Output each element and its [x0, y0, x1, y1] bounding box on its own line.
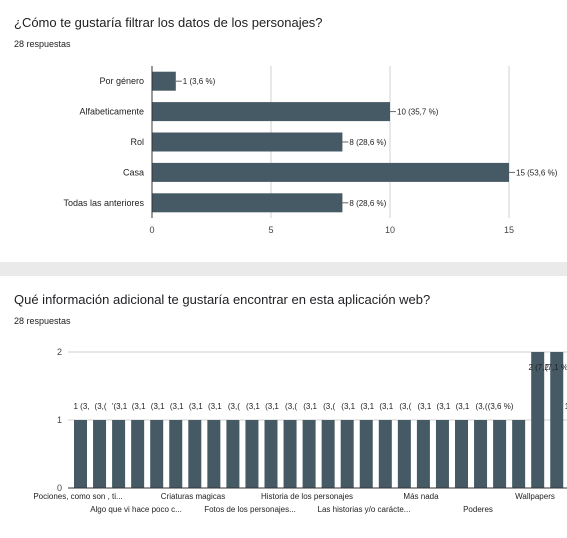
bar — [550, 352, 564, 488]
question-card-info: Qué información adicional te gustaría en… — [0, 276, 567, 538]
bar — [207, 420, 221, 488]
data-label: (3,( — [228, 402, 240, 411]
response-count: 28 respuestas — [14, 316, 71, 326]
question-title: ¿Cómo te gustaría filtrar los datos de l… — [14, 15, 323, 30]
question-card-filter: ¿Cómo te gustaría filtrar los datos de l… — [0, 0, 567, 262]
x-category-label: Algo que vi hace poco c... — [90, 505, 182, 514]
bar — [302, 420, 316, 488]
data-label: '(3,1 — [112, 402, 128, 411]
data-label: (3,1 — [208, 402, 222, 411]
y-tick-label: 2 — [57, 347, 62, 357]
y-tick-label: 0 — [57, 483, 62, 493]
data-label: (3,( — [285, 402, 297, 411]
y-tick-label: 1 — [57, 415, 62, 425]
data-label: 1 (3, — [73, 402, 89, 411]
bar — [435, 420, 449, 488]
data-label: (3,1 — [189, 402, 203, 411]
bar — [169, 420, 183, 488]
bar — [112, 420, 126, 488]
x-tick-label: 5 — [268, 225, 273, 235]
bar — [93, 420, 107, 488]
bar — [152, 193, 343, 213]
category-label: Rol — [130, 137, 144, 147]
x-tick-label: 10 — [385, 225, 395, 235]
data-label: (3,1 — [341, 402, 355, 411]
bar — [512, 420, 526, 488]
bar — [378, 420, 392, 488]
x-category-label: Historia de los personajes — [261, 492, 353, 501]
bar — [226, 420, 240, 488]
filter-bar-chart: 0 5 10 15 Por género 1 (3,6 %) Alfabeticamente… — [63, 66, 558, 235]
bar — [531, 352, 545, 488]
bar — [152, 132, 343, 152]
category-label: Por género — [99, 76, 144, 86]
category-label: Alfabeticamente — [79, 107, 144, 117]
bar — [397, 420, 411, 488]
x-tick-label: 0 — [149, 225, 154, 235]
data-label: (3,1 — [303, 402, 317, 411]
bar — [152, 71, 176, 91]
bar — [74, 420, 87, 488]
x-category-label: Más nada — [403, 492, 439, 501]
data-label: (3,1 — [456, 402, 470, 411]
data-label: (3,1 — [265, 402, 279, 411]
data-label: (3,( — [323, 402, 335, 411]
bar — [152, 162, 509, 182]
response-count: 28 respuestas — [14, 39, 71, 49]
data-label: (3,1 — [418, 402, 432, 411]
x-category-label: Pociones, como son , ti... — [33, 492, 122, 501]
bar — [474, 420, 488, 488]
data-label: 10 (35,7 %) — [397, 108, 439, 117]
data-label: (3,1 — [360, 402, 374, 411]
data-label: 8 (28,6 %) — [349, 199, 386, 208]
bar — [493, 420, 507, 488]
data-label: 1 (3,6 ' — [565, 402, 567, 411]
data-label: 2 (7,2 — [528, 363, 549, 372]
category-label: Todas las anteriores — [63, 198, 144, 208]
bar — [152, 102, 390, 122]
data-label: (3,( — [476, 402, 488, 411]
data-label: (3,( — [399, 402, 411, 411]
x-category-label: Fotos de los personajes... — [204, 505, 296, 514]
data-label: 15 (53,6 %) — [516, 168, 558, 177]
bar — [150, 420, 164, 488]
bar — [340, 420, 354, 488]
data-label: (3,1 — [379, 402, 393, 411]
info-column-chart: 0 1 2 1 (3, (3,( '(3,1 (3,1 (3,1 (3,1 (3,1 (3,1 (3,… — [33, 347, 567, 514]
bar — [264, 420, 278, 488]
question-title: Qué información adicional te gustaría en… — [14, 292, 431, 307]
x-category-label: Criaturas magicas — [161, 492, 225, 501]
data-label: (3,1 — [151, 402, 165, 411]
bar — [283, 420, 297, 488]
bar — [131, 420, 145, 488]
data-label: (3,1 — [437, 402, 451, 411]
bar — [416, 420, 430, 488]
data-label: (3,1 — [132, 402, 146, 411]
data-label: (3,6 %) — [488, 402, 514, 411]
bar — [188, 420, 202, 488]
card-separator — [0, 262, 567, 276]
data-label: (3,1 — [170, 402, 184, 411]
category-label: Casa — [123, 167, 144, 177]
bar — [455, 420, 468, 488]
data-label: (3,( — [95, 402, 107, 411]
x-tick-label: 15 — [504, 225, 514, 235]
x-category-label: Las historias y/o carácte... — [318, 505, 411, 514]
x-category-label: Wallpapers — [515, 492, 555, 501]
data-label: (7,1 %) — [545, 363, 567, 372]
data-label: (3,1 — [246, 402, 260, 411]
data-label: 1 (3,6 %) — [183, 77, 216, 86]
bar — [245, 420, 259, 488]
data-label: 8 (28,6 %) — [349, 138, 386, 147]
bar — [321, 420, 335, 488]
bar — [359, 420, 373, 488]
x-category-label: Poderes — [463, 505, 493, 514]
